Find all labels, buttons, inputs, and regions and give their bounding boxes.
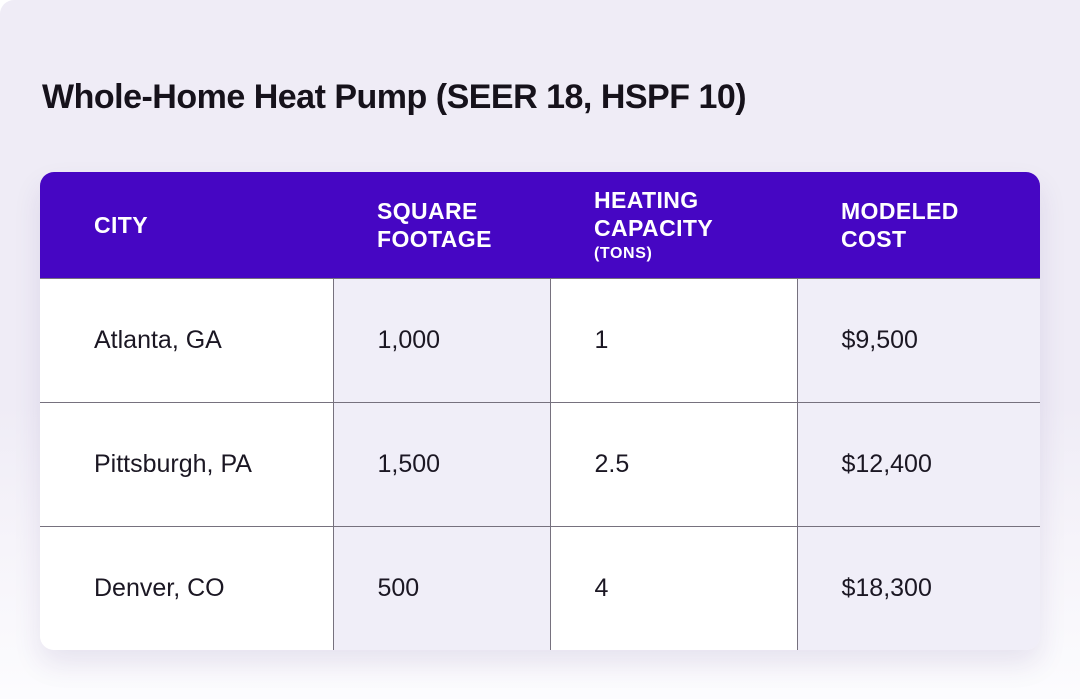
cell-city: Pittsburgh, PA — [40, 401, 334, 527]
table-body: Atlanta, GA 1,000 1 $9,500 Pittsburgh, P… — [40, 277, 1040, 650]
cell-modeled-cost: $12,400 — [796, 401, 1040, 527]
table-row: Denver, CO 500 4 $18,300 — [40, 525, 1040, 650]
table-header-row: CITY SQUARE FOOTAGE HEATING CAPACITY (TO… — [40, 172, 1040, 278]
cell-heating-capacity: 4 — [549, 525, 798, 650]
cell-square-footage: 1,500 — [332, 401, 551, 527]
cell-heating-capacity: 1 — [549, 277, 798, 403]
column-header-city: CITY — [40, 172, 333, 278]
cell-modeled-cost: $9,500 — [796, 277, 1040, 403]
column-header-heating-capacity: HEATING CAPACITY (TONS) — [550, 172, 797, 278]
column-header-modeled-cost: MODELED COST — [797, 172, 1040, 278]
heat-pump-table: CITY SQUARE FOOTAGE HEATING CAPACITY (TO… — [40, 172, 1040, 650]
table-row: Pittsburgh, PA 1,500 2.5 $12,400 — [40, 401, 1040, 527]
column-header-city-label: CITY — [94, 211, 148, 238]
cell-city: Denver, CO — [40, 525, 334, 650]
page-title: Whole-Home Heat Pump (SEER 18, HSPF 10) — [42, 78, 747, 116]
cell-square-footage: 500 — [332, 525, 551, 650]
table-row: Atlanta, GA 1,000 1 $9,500 — [40, 277, 1040, 403]
cell-city: Atlanta, GA — [40, 277, 334, 403]
cell-square-footage: 1,000 — [332, 277, 551, 403]
heat-pump-table-card: CITY SQUARE FOOTAGE HEATING CAPACITY (TO… — [40, 172, 1040, 650]
column-header-square-footage-label: SQUARE FOOTAGE — [377, 197, 492, 252]
column-header-square-footage: SQUARE FOOTAGE — [333, 172, 550, 278]
column-header-heating-capacity-units: (TONS) — [594, 245, 653, 263]
column-header-modeled-cost-label: MODELED COST — [841, 197, 959, 252]
cell-heating-capacity: 2.5 — [549, 401, 798, 527]
cell-modeled-cost: $18,300 — [796, 525, 1040, 650]
column-header-heating-capacity-label: HEATING CAPACITY — [594, 186, 714, 241]
